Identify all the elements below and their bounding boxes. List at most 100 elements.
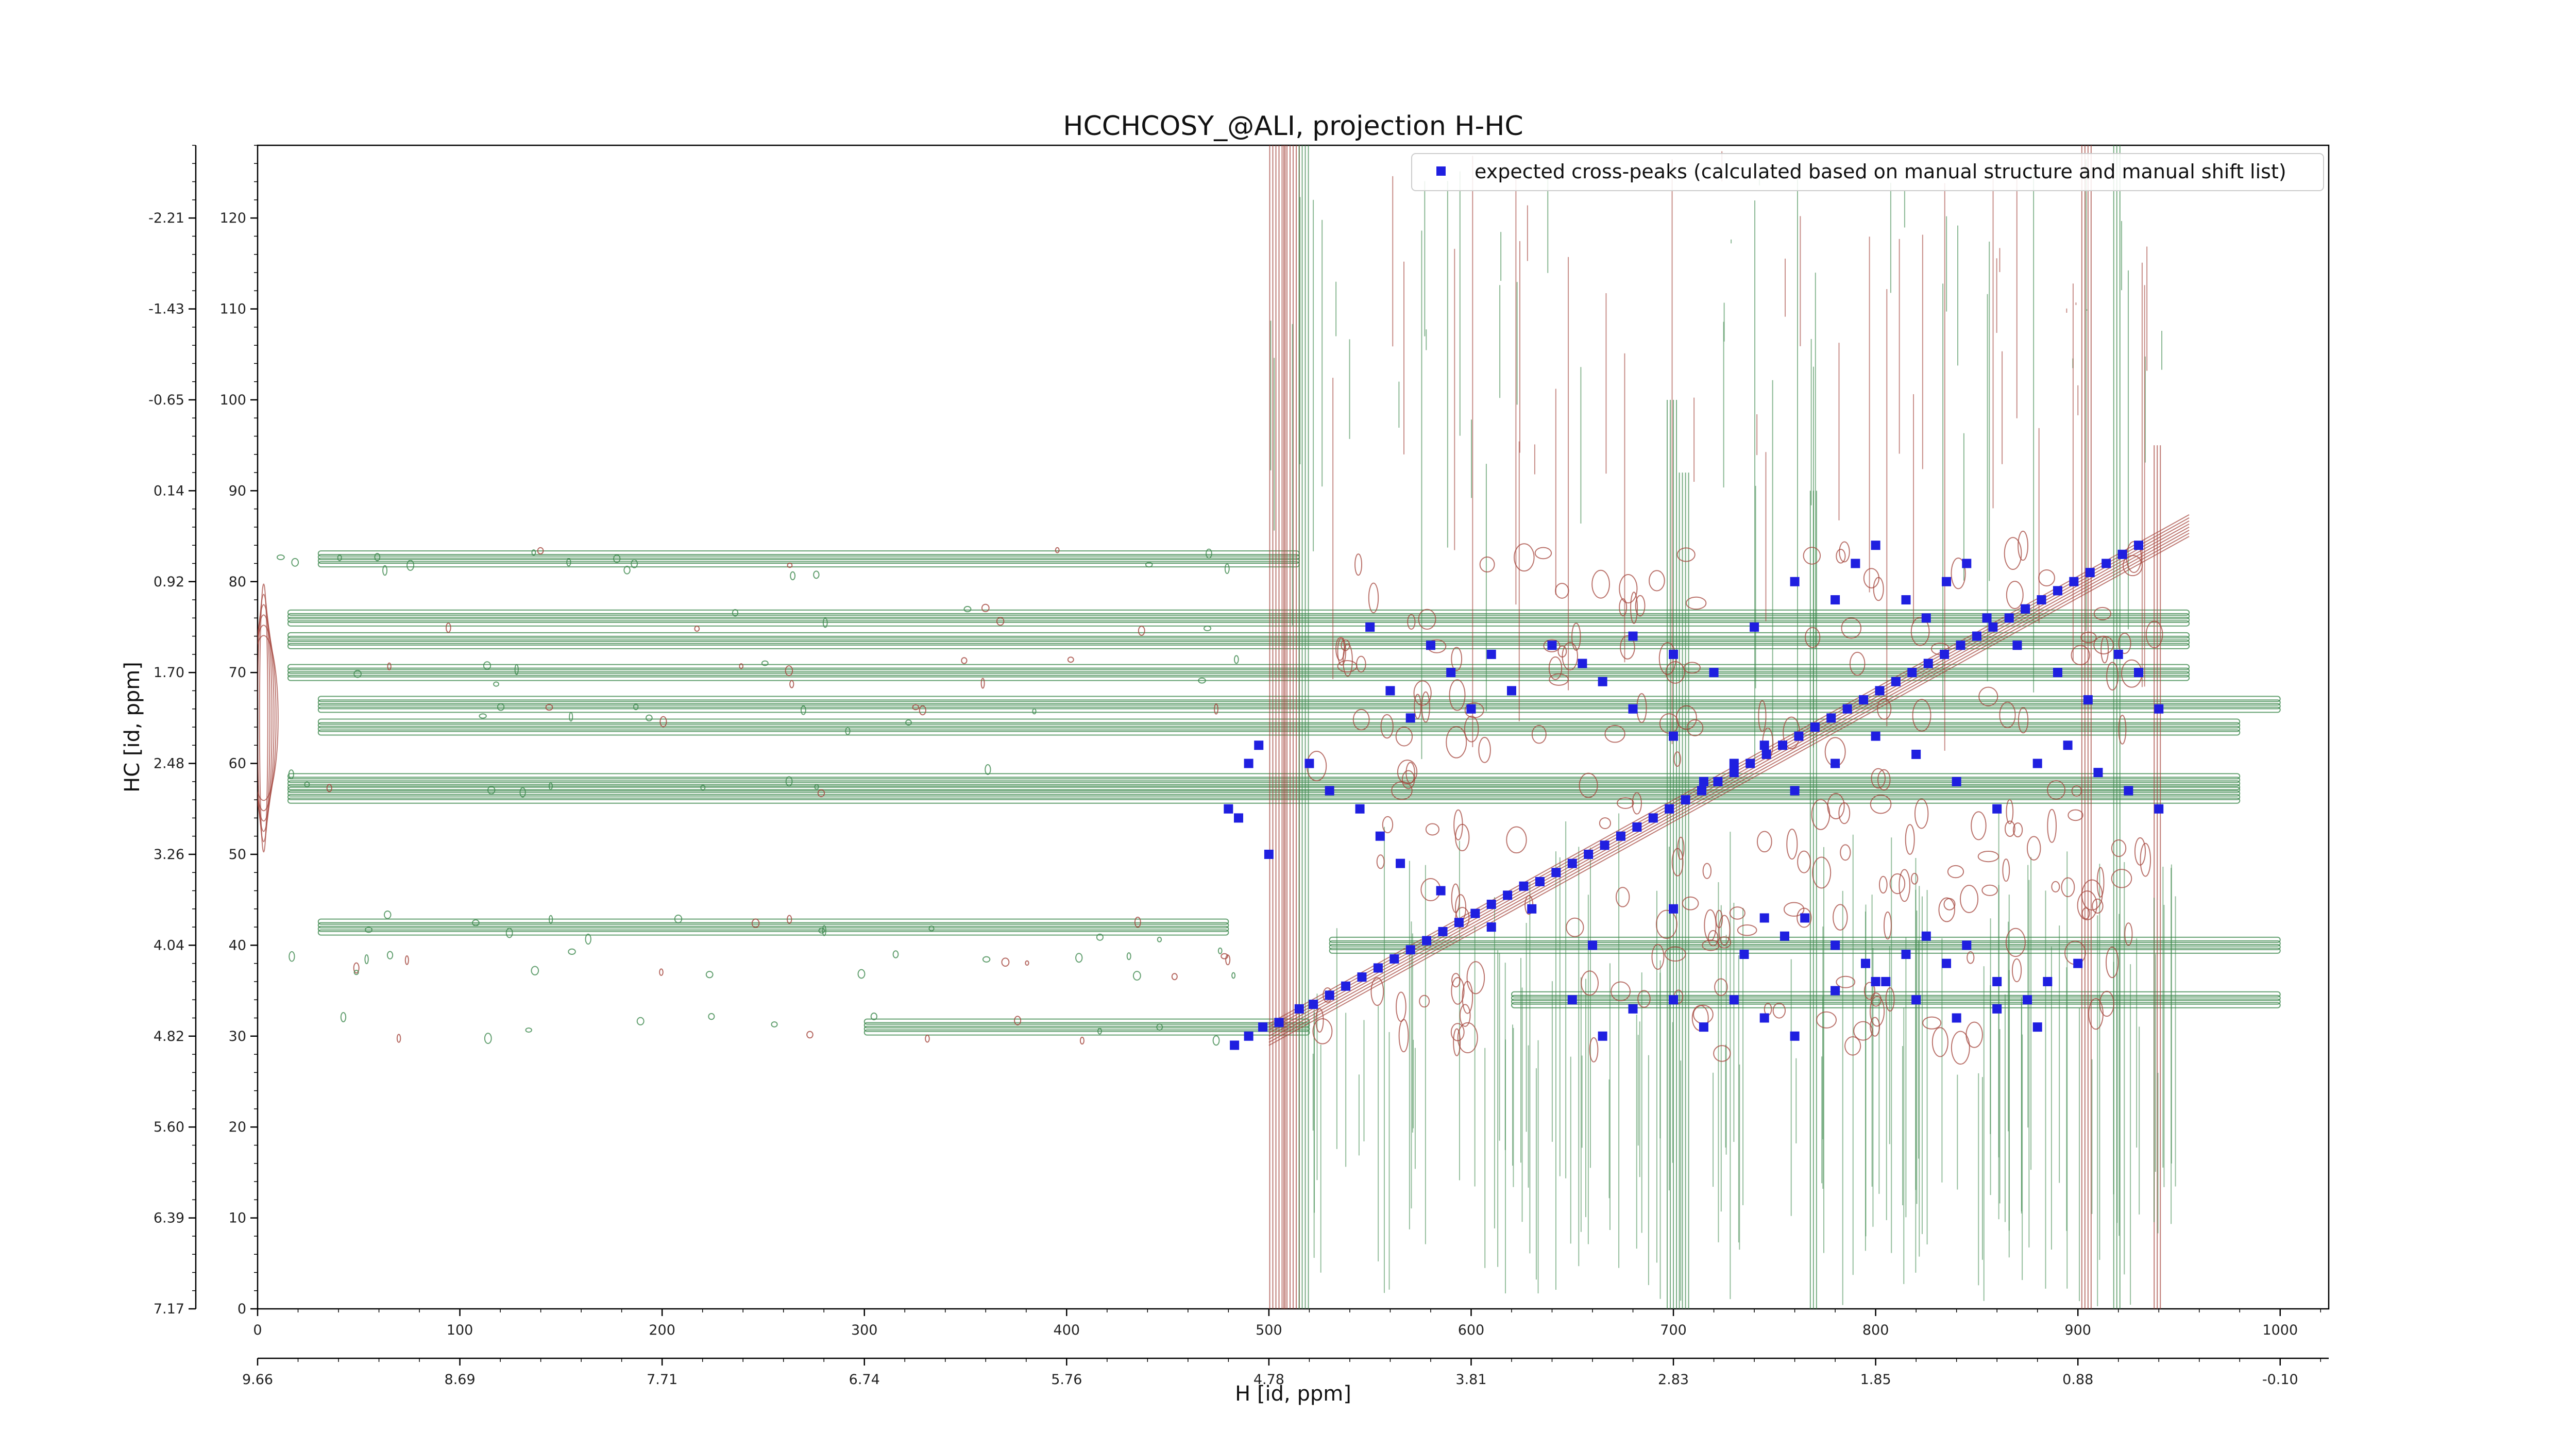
y-axis: 0 7.17 10 6.39 20 5.60 30 4.82 40 4.04 50 3.26 60 2.4… [148,145,258,1317]
x-ppm-tick-label-0: 9.66 [242,1372,273,1388]
peak-marker-86 [2012,641,2022,650]
peak-marker-142 [2032,759,2042,768]
y-tick-label-5: 50 [229,847,246,863]
peak-marker-61 [1264,849,1274,859]
peak-marker-66 [1446,668,1456,678]
y-ppm-tick-label-6: 2.48 [154,756,184,772]
peak-marker-99 [1527,904,1537,914]
peak-marker-137 [1831,759,1840,768]
x-ppm-tick-label-8: 1.85 [1860,1372,1891,1388]
peak-marker-127 [1911,995,1921,1005]
peak-marker-78 [1831,595,1840,605]
y-tick-label-3: 30 [229,1029,246,1044]
peak-marker-15 [1470,908,1480,918]
peak-marker-36 [1810,722,1820,732]
peak-marker-139 [1911,749,1921,759]
peak-marker-67 [1466,704,1476,714]
peak-marker-121 [1699,1022,1708,1032]
peak-marker-116 [2073,958,2083,968]
peak-marker-25 [1632,822,1642,832]
peak-marker-23 [1600,840,1609,850]
peak-marker-103 [1759,913,1769,923]
y-ppm-tick-label-5: 3.26 [154,847,184,863]
peak-marker-48 [2004,613,2014,623]
peak-marker-73 [1628,631,1638,641]
expected-peaks-layer [1224,541,2164,1050]
peak-marker-119 [1628,1004,1638,1014]
peak-marker-62 [1365,622,1375,632]
peak-marker-35 [1794,731,1804,741]
peak-marker-97 [1436,886,1446,896]
y-ppm-tick-label-10: -0.65 [148,392,184,408]
peak-marker-123 [1759,1013,1769,1023]
peak-marker-29 [1697,786,1707,796]
peak-marker-80 [1871,541,1880,550]
peak-marker-125 [1831,986,1840,996]
peak-marker-46 [1972,631,1981,641]
peak-marker-63 [1385,686,1395,696]
peak-marker-20 [1551,868,1561,878]
peak-marker-70 [1547,641,1557,650]
peak-marker-13 [1438,926,1448,936]
x-axis: 0 100 200 300 400 500 600 700 800 900 1000 [253,1309,2321,1338]
peak-marker-93 [1325,786,1334,796]
peak-marker-126 [1871,976,1880,986]
y-ppm-tick-label-11: -1.43 [148,301,184,317]
peak-marker-75 [1709,668,1719,678]
peak-marker-59 [1244,759,1253,768]
peak-marker-43 [1923,659,1933,668]
peak-marker-69 [1506,686,1516,696]
y-ppm-tick-label-1: 6.39 [154,1210,184,1226]
peak-marker-31 [1729,768,1739,778]
peak-marker-145 [2124,786,2133,796]
x-tick-label-10: 1000 [2262,1322,2298,1338]
peak-marker-58 [1234,813,1244,823]
x-ppm-axis: 9.66 8.69 7.71 6.74 5.76 4.78 3.81 2.83 1.85 0.88… [242,1357,2329,1388]
peak-marker-6 [1325,990,1334,1000]
peak-marker-107 [1860,958,1870,968]
y-tick-label-8: 80 [229,574,246,590]
peak-marker-101 [1669,904,1679,914]
peak-marker-79 [1851,559,1860,568]
peak-marker-27 [1665,804,1674,814]
peak-marker-128 [1952,1013,1961,1023]
peak-marker-14 [1454,918,1464,928]
peak-marker-49 [2021,604,2030,614]
peak-marker-71 [1578,659,1587,668]
peak-marker-115 [2043,976,2053,986]
x-ppm-tick-label-10: -0.10 [2262,1372,2298,1388]
peak-marker-9 [1373,963,1383,973]
y-tick-label-4: 40 [229,937,246,953]
peak-marker-92 [1304,759,1314,768]
peak-marker-44 [1940,649,1950,659]
peak-marker-138 [1871,731,1880,741]
peak-marker-41 [1891,677,1901,686]
peak-marker-131 [1628,704,1638,714]
peak-marker-28 [1681,795,1690,805]
peak-marker-2 [1258,1022,1268,1032]
peak-marker-89 [2113,649,2123,659]
peak-marker-51 [2053,586,2062,596]
y-ppm-tick-label-0: 7.17 [154,1301,184,1317]
peak-marker-38 [1842,704,1852,714]
peak-marker-54 [2102,559,2111,568]
peak-marker-21 [1567,858,1577,868]
peak-marker-109 [1901,950,1911,959]
peak-marker-98 [1486,922,1496,932]
peak-marker-11 [1405,945,1415,955]
y-ppm-tick-label-2: 5.60 [154,1119,184,1135]
x-tick-label-5: 500 [1256,1322,1282,1338]
peak-marker-42 [1907,668,1917,678]
x-ppm-tick-label-9: 0.88 [2062,1372,2093,1388]
x-ppm-tick-label-4: 5.76 [1051,1372,1082,1388]
peak-marker-100 [1588,940,1598,950]
peak-marker-34 [1778,740,1788,750]
y-tick-label-1: 10 [229,1210,246,1226]
peak-marker-118 [1598,1031,1607,1041]
peak-marker-108 [1881,976,1891,986]
legend-entry-label: expected cross-peaks (calculated based o… [1475,160,2286,183]
y-ppm-tick-label-12: -2.21 [148,210,184,226]
peak-marker-8 [1357,972,1367,982]
y-tick-label-6: 60 [229,756,246,772]
